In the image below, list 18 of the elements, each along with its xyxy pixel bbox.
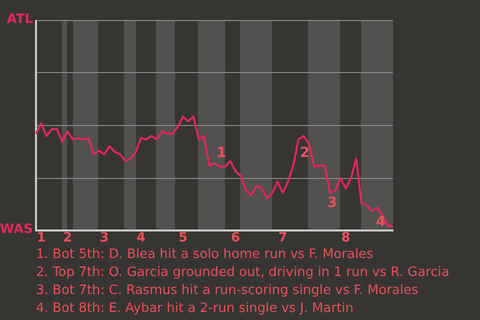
annotation: 2 [300,144,310,161]
x-tick-label: 8 [341,230,350,246]
text: ATL [6,11,33,29]
text: 1. Bot 5th: D. Blea hit a solo home run vs F. Morales [36,246,374,264]
x-tick-label: 5 [178,230,188,246]
x-tick-label: 1 [36,230,46,246]
x-tick-label: 7 [278,230,288,246]
x-tick-label: 2 [62,230,72,246]
x-tick-label: 4 [136,230,146,246]
text: 4. Bot 8th: E. Aybar hit a 2-run single vs J. Martin [36,300,355,318]
annotation: 4 [376,214,386,230]
annotation: 3 [327,195,338,212]
text: 2. Top 7th: O. Garcia grounded out, driving in 1 run vs R. Garcia [36,264,450,282]
text: 3. Bot 7th: C. Rasmus hit a run-scoring single vs F. Morales [36,282,420,300]
text: WAS [0,221,33,240]
x-tick-label: 3 [100,230,109,246]
x-tick-label: 6 [230,230,240,246]
annotation: 1 [216,144,226,161]
